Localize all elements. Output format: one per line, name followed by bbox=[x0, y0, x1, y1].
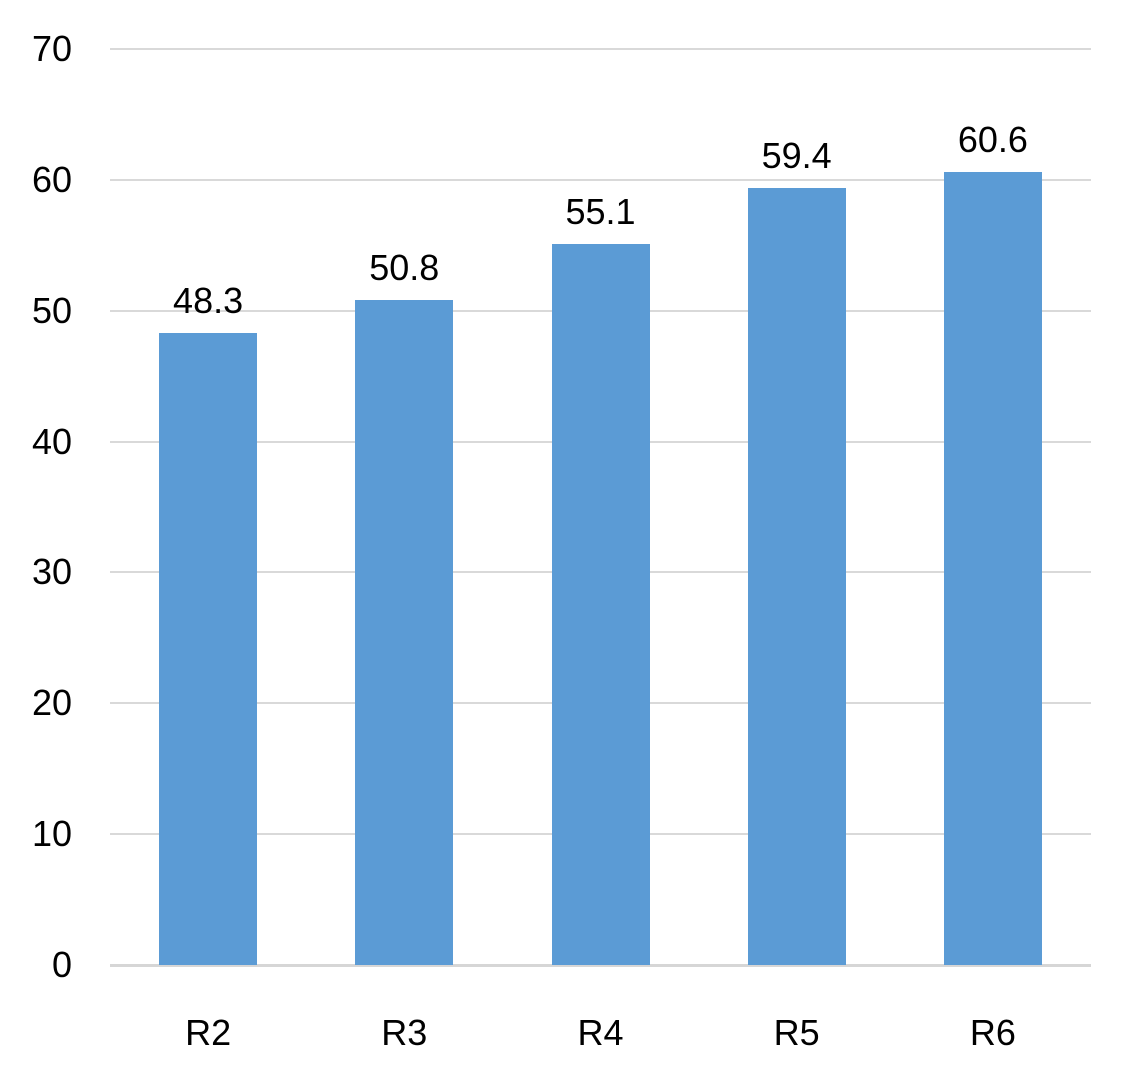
y-axis-tick-label: 0 bbox=[51, 944, 72, 985]
bar-r5 bbox=[747, 187, 846, 965]
y-axis-tick-label: 50 bbox=[31, 289, 72, 331]
bar-data-label: 59.4 bbox=[761, 134, 832, 176]
y-gridline bbox=[110, 48, 1091, 50]
y-axis-tick-label: 20 bbox=[31, 682, 72, 724]
y-axis-tick-label: 10 bbox=[31, 813, 72, 855]
y-axis-tick-label: 30 bbox=[31, 551, 72, 593]
bar-data-label: 50.8 bbox=[369, 247, 440, 289]
x-axis-category-label: R4 bbox=[577, 1012, 624, 1053]
bar-data-label: 48.3 bbox=[173, 279, 244, 321]
bar-r4 bbox=[551, 243, 650, 965]
bar-data-label: 60.6 bbox=[957, 119, 1028, 160]
x-axis-line bbox=[110, 964, 1091, 967]
x-axis-category-label: R6 bbox=[969, 1012, 1016, 1053]
y-axis-tick-label: 40 bbox=[31, 420, 72, 462]
y-gridline bbox=[110, 178, 1091, 181]
y-axis-tick-label: 70 bbox=[31, 28, 72, 69]
y-axis-tick-label: 60 bbox=[31, 158, 72, 200]
bar-r2 bbox=[159, 332, 258, 965]
bar-data-label: 55.1 bbox=[565, 190, 636, 232]
bar-r3 bbox=[355, 300, 454, 965]
bar-r6 bbox=[943, 172, 1042, 965]
x-axis-category-label: R2 bbox=[185, 1012, 232, 1053]
x-axis-category-label: R5 bbox=[773, 1012, 820, 1053]
x-axis-category-label: R3 bbox=[381, 1012, 428, 1053]
